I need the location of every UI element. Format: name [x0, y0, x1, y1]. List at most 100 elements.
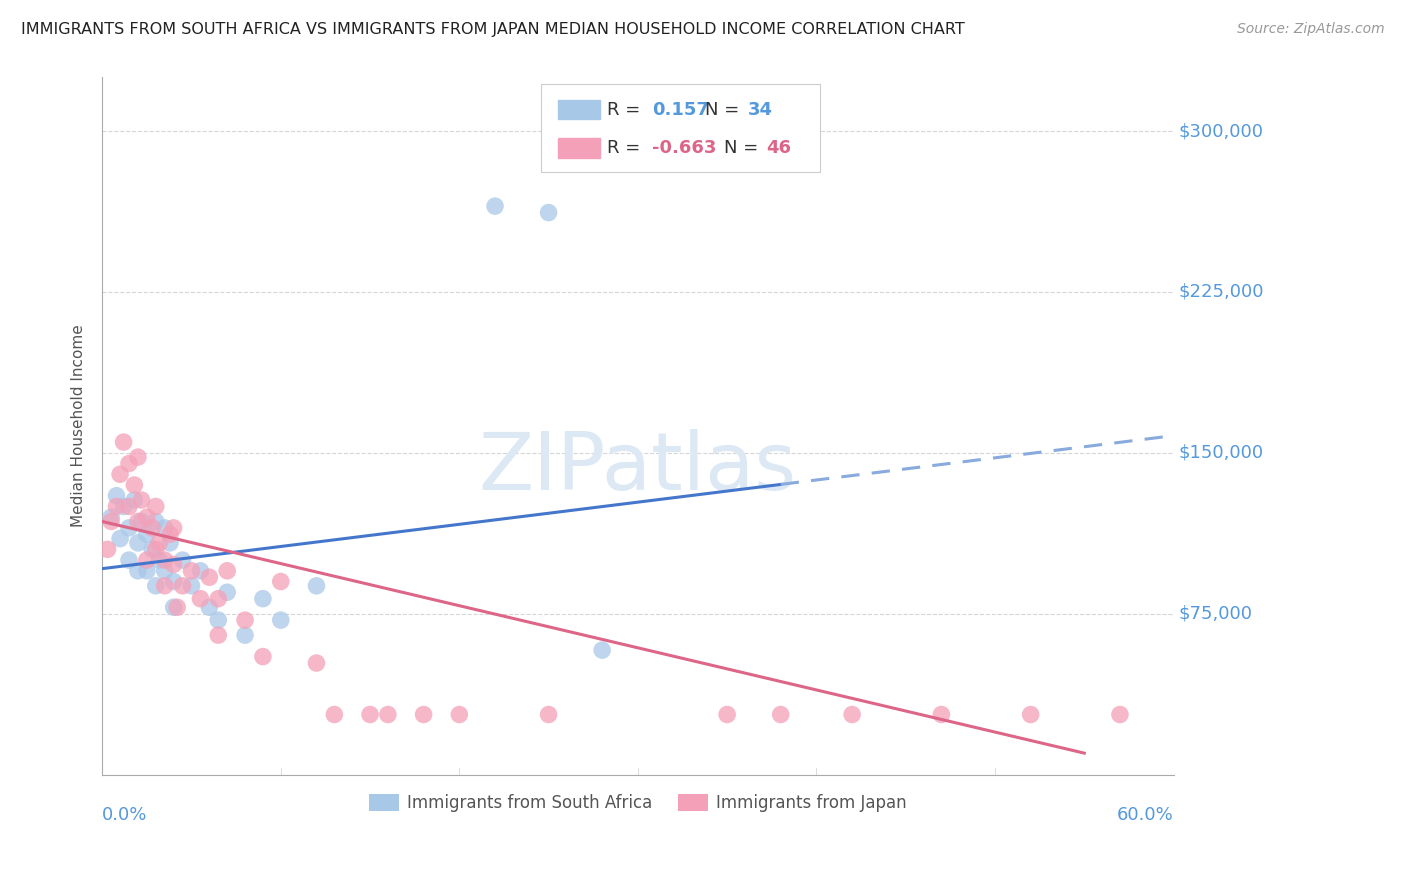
Point	[105, 500, 128, 514]
Point	[145, 500, 167, 514]
Point	[145, 515, 167, 529]
Text: $150,000: $150,000	[1178, 444, 1264, 462]
Point	[112, 435, 135, 450]
Point	[172, 579, 194, 593]
Point	[105, 489, 128, 503]
Point	[153, 579, 176, 593]
Point	[141, 521, 163, 535]
Point	[118, 553, 141, 567]
Point	[270, 574, 292, 589]
Point	[305, 656, 328, 670]
Text: Source: ZipAtlas.com: Source: ZipAtlas.com	[1237, 22, 1385, 37]
Point	[135, 553, 157, 567]
Text: 46: 46	[766, 139, 792, 157]
Text: 34: 34	[748, 101, 773, 119]
Text: $75,000: $75,000	[1178, 605, 1253, 623]
Point	[159, 527, 181, 541]
Point	[131, 493, 153, 508]
Bar	[558, 100, 600, 120]
Point	[162, 600, 184, 615]
Point	[449, 707, 471, 722]
Point	[118, 500, 141, 514]
Point	[252, 591, 274, 606]
Point	[190, 564, 212, 578]
Point	[124, 478, 146, 492]
Point	[716, 707, 738, 722]
Point	[97, 542, 120, 557]
Text: R =: R =	[607, 139, 640, 157]
Point	[112, 500, 135, 514]
Text: 60.0%: 60.0%	[1116, 806, 1174, 824]
Text: 0.157: 0.157	[652, 101, 709, 119]
Point	[172, 553, 194, 567]
Point	[1019, 707, 1042, 722]
Point	[118, 521, 141, 535]
Point	[377, 707, 399, 722]
Text: 0.0%: 0.0%	[103, 806, 148, 824]
Point	[153, 564, 176, 578]
Point	[931, 707, 953, 722]
Point	[159, 536, 181, 550]
Point	[162, 574, 184, 589]
Point	[305, 579, 328, 593]
Text: $225,000: $225,000	[1178, 283, 1264, 301]
Point	[591, 643, 613, 657]
Point	[217, 564, 239, 578]
Point	[108, 532, 131, 546]
Bar	[558, 138, 600, 158]
Point	[207, 628, 229, 642]
Point	[198, 600, 221, 615]
Point	[108, 467, 131, 482]
Point	[412, 707, 434, 722]
Point	[145, 579, 167, 593]
Point	[537, 205, 560, 219]
Point	[252, 649, 274, 664]
Text: N =: N =	[706, 101, 740, 119]
Point	[127, 450, 149, 464]
Point	[484, 199, 506, 213]
Point	[841, 707, 863, 722]
Point	[162, 521, 184, 535]
FancyBboxPatch shape	[541, 85, 820, 171]
Point	[180, 579, 202, 593]
Point	[153, 553, 176, 567]
Legend: Immigrants from South Africa, Immigrants from Japan: Immigrants from South Africa, Immigrants…	[363, 787, 914, 819]
Point	[148, 553, 170, 567]
Point	[207, 591, 229, 606]
Point	[1109, 707, 1132, 722]
Point	[148, 536, 170, 550]
Point	[359, 707, 381, 722]
Point	[180, 564, 202, 578]
Point	[127, 536, 149, 550]
Point	[270, 613, 292, 627]
Point	[207, 613, 229, 627]
Point	[135, 527, 157, 541]
Point	[162, 558, 184, 572]
Y-axis label: Median Household Income: Median Household Income	[72, 325, 86, 527]
Text: R =: R =	[607, 101, 640, 119]
Point	[135, 510, 157, 524]
Point	[131, 515, 153, 529]
Point	[127, 564, 149, 578]
Point	[100, 515, 122, 529]
Point	[145, 542, 167, 557]
Text: ZIPatlas: ZIPatlas	[479, 429, 797, 507]
Text: IMMIGRANTS FROM SOUTH AFRICA VS IMMIGRANTS FROM JAPAN MEDIAN HOUSEHOLD INCOME CO: IMMIGRANTS FROM SOUTH AFRICA VS IMMIGRAN…	[21, 22, 965, 37]
Point	[166, 600, 188, 615]
Point	[217, 585, 239, 599]
Point	[323, 707, 346, 722]
Text: -0.663: -0.663	[652, 139, 716, 157]
Point	[118, 457, 141, 471]
Point	[233, 613, 256, 627]
Point	[198, 570, 221, 584]
Point	[153, 521, 176, 535]
Text: N =: N =	[724, 139, 758, 157]
Point	[537, 707, 560, 722]
Point	[100, 510, 122, 524]
Text: $300,000: $300,000	[1178, 122, 1264, 140]
Point	[233, 628, 256, 642]
Point	[124, 493, 146, 508]
Point	[135, 564, 157, 578]
Point	[127, 515, 149, 529]
Point	[190, 591, 212, 606]
